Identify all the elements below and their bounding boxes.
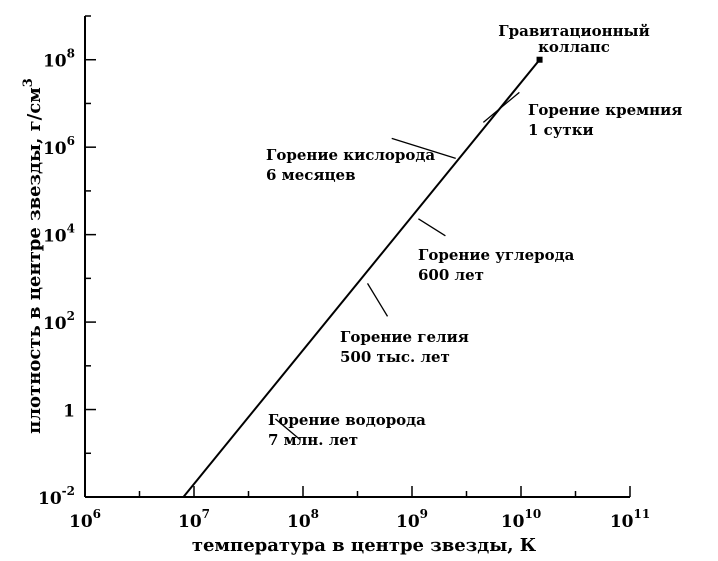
- y-tick-label: 108: [43, 47, 75, 72]
- x-axis-ticks: 106 107 108 109 1010 1011: [69, 486, 650, 532]
- annotation-oxygen: Горение кислорода 6 месяцев: [266, 146, 435, 184]
- annotation-silicon-line: 1 сутки: [528, 121, 594, 139]
- x-tick-label-base: 10: [178, 512, 202, 532]
- x-tick-label: 107: [178, 507, 210, 532]
- x-tick-label-exp: 8: [311, 507, 319, 521]
- annotation-silicon: Горение кремния 1 сутки: [528, 101, 682, 139]
- annotation-hydrogen-line: 7 млн. лет: [268, 431, 358, 449]
- annotation-hydrogen-line: Горение водорода: [268, 411, 426, 429]
- annotation-carbon-line: Горение углерода: [418, 246, 575, 264]
- x-tick-label-base: 10: [501, 512, 525, 532]
- x-tick-label-base: 10: [396, 512, 420, 532]
- annotation-leader-hydrogen: [274, 418, 301, 441]
- x-tick-label: 1011: [610, 507, 650, 532]
- annotation-carbon-line: 600 лет: [418, 266, 484, 284]
- y-axis-label: плотность в центре звезды, г/см3: [21, 78, 45, 434]
- collapse-point: [536, 56, 543, 63]
- x-tick-label-exp: 11: [633, 507, 650, 521]
- x-tick-label: 108: [287, 507, 319, 532]
- annotation-silicon-line: Горение кремния: [528, 101, 682, 119]
- x-tick-label-exp: 6: [93, 507, 101, 521]
- annotation-carbon: Горение углерода 600 лет: [418, 246, 575, 284]
- y-tick-label-exp: -2: [62, 484, 75, 498]
- x-tick-label: 109: [396, 507, 428, 532]
- y-tick-label: 1: [63, 402, 75, 422]
- evolution-track-line: [182, 59, 541, 498]
- series-group: [182, 56, 543, 498]
- annotation-helium: Горение гелия 500 тыс. лет: [340, 328, 469, 366]
- y-tick-label-exp: 2: [67, 309, 75, 323]
- x-tick-label: 106: [69, 507, 101, 532]
- x-tick-label-exp: 10: [524, 507, 541, 521]
- y-tick-label-base: 10: [43, 314, 67, 334]
- x-axis-label: температура в центре звезды, К: [192, 535, 537, 556]
- annotations: Горение водорода 7 млн. лет Горение гелия 5…: [266, 22, 682, 449]
- annotation-helium-line: 500 тыс. лет: [340, 348, 450, 366]
- x-tick-label-base: 10: [69, 512, 93, 532]
- annotation-collapse-line: Гравитационный: [498, 22, 649, 40]
- y-tick-label-exp: 8: [67, 47, 75, 61]
- y-axis-label-superscript: 3: [21, 78, 36, 87]
- y-tick-label-base: 1: [63, 402, 75, 422]
- y-axis-label-text: плотность в центре звезды, г/см: [24, 87, 45, 434]
- annotation-leader-carbon: [418, 218, 446, 237]
- annotation-collapse: Гравитационный коллапс: [498, 22, 649, 56]
- x-tick-label-exp: 9: [420, 507, 428, 521]
- y-tick-label-exp: 6: [67, 134, 75, 148]
- annotation-leader-helium: [366, 283, 389, 317]
- y-tick-label-base: 10: [43, 52, 67, 72]
- annotation-collapse-line: коллапс: [538, 38, 610, 56]
- y-tick-label: 102: [43, 309, 75, 334]
- x-tick-label: 1010: [501, 507, 541, 532]
- y-tick-label-base: 10: [43, 139, 67, 159]
- annotation-leader-silicon: [482, 91, 520, 123]
- y-tick-label-base: 10: [38, 489, 62, 509]
- annotation-helium-line: Горение гелия: [340, 328, 469, 346]
- x-tick-label-exp: 7: [202, 507, 210, 521]
- annotation-leader-oxygen: [391, 137, 456, 159]
- x-tick-label-base: 10: [610, 512, 634, 532]
- annotation-oxygen-line: 6 месяцев: [266, 166, 356, 184]
- x-tick-label-base: 10: [287, 512, 311, 532]
- annotation-hydrogen: Горение водорода 7 млн. лет: [268, 411, 426, 449]
- y-tick-label: 10-2: [38, 484, 75, 509]
- annotation-oxygen-line: Горение кислорода: [266, 146, 435, 164]
- y-tick-label-base: 10: [43, 227, 67, 247]
- y-tick-label-exp: 4: [67, 222, 75, 236]
- y-tick-label: 104: [43, 222, 75, 247]
- y-tick-label: 106: [43, 134, 75, 159]
